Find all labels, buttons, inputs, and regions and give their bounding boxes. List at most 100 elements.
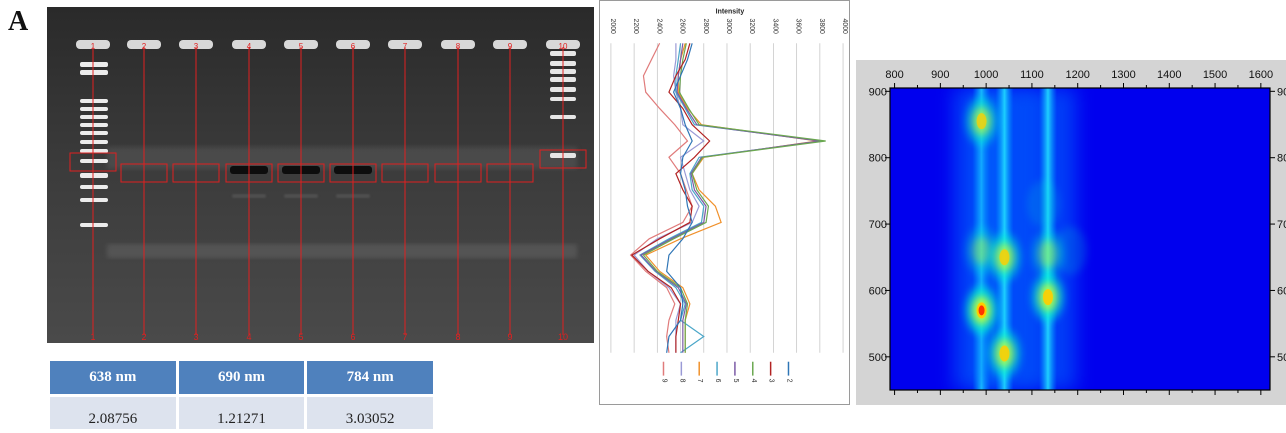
y-tick-label-right: 700 [1277,219,1286,231]
table-cell: 3.03052 [307,397,433,429]
heatmap-hotspot-peak [976,113,987,130]
gel-well [284,40,318,49]
x-tick-label: 3800 [818,18,825,34]
ladder-band [80,159,108,163]
x-tick-label: 1200 [1065,69,1089,81]
lane-box [434,163,482,183]
x-tick-label: 2600 [679,18,686,34]
legend-label: 9 [660,379,667,383]
table-cell: 1.21271 [178,397,305,429]
x-tick-label: 1100 [1020,69,1044,81]
ladder-band [80,131,108,135]
series-line [633,43,705,353]
lane-box [225,163,273,183]
lane-number-bottom: 2 [141,332,146,342]
lane-number-top: 3 [194,42,199,51]
lane-box [329,163,377,183]
heatmap-hotspot [1027,180,1060,229]
heatmap-chart: 800 900 1000 1100 1200 1300 1400 1500 1600 500 500… [856,60,1286,405]
y-tick-label-right: 600 [1277,285,1286,297]
legend-label: 5 [732,379,739,383]
series-line [639,43,823,354]
x-tick-label: 900 [931,69,949,81]
series-line [630,43,711,353]
ladder-band [80,107,108,111]
x-tick-label: 3400 [771,18,778,34]
table-cell: 2.08756 [50,397,176,429]
lane-number-bottom: 8 [455,332,460,342]
lane-number-bottom: 6 [350,332,355,342]
x-tick-label: 2000 [609,18,616,34]
lane-number-top: 7 [403,42,408,51]
ladder-band [80,70,108,75]
intensity-profile-chart: Intensity 2000 2200 2400 2600 2800 3000 3200 34… [599,0,850,405]
legend-label: 8 [678,379,685,383]
ladder-band [80,173,108,178]
gel-well [179,40,213,49]
x-tick-label: 1300 [1111,69,1135,81]
y-tick-label: 900 [869,86,887,98]
y-tick-label: 800 [869,153,887,165]
chart-title: Intensity [716,9,745,16]
ladder-band [80,223,108,227]
wavelength-table: 638 nm 690 nm 784 nm 2.08756 1.21271 3.0… [47,358,436,432]
heatmap-hotspot-peak [1042,289,1053,306]
lane-number-bottom: 9 [507,332,512,342]
legend-label: 7 [696,379,703,383]
x-tick-label: 3600 [795,18,802,34]
x-tick-label: 3200 [748,18,755,34]
gel-image: 1 1 2 2 3 3 4 4 5 5 6 6 7 7 8 8 9 9 10 10 [47,7,594,343]
y-tick-label: 500 [869,352,887,364]
ladder-band [80,198,108,202]
heatmap-hotspot-peak [999,249,1010,266]
x-tick-label: 3000 [725,18,732,34]
lane-number-bottom: 5 [298,332,303,342]
lane-number-top: 5 [299,42,304,51]
ladder-band [80,99,108,103]
y-tick-label-right: 800 [1277,153,1286,165]
lane-box [172,163,220,183]
gel-well [127,40,161,49]
x-tick-label: 4000 [841,18,848,34]
gel-well [441,40,475,49]
gel-well [76,40,110,49]
lane-box [69,152,117,172]
x-tick-label: 2400 [655,18,662,34]
gel-well [388,40,422,49]
panel-label: A [8,6,29,37]
table-header: 784 nm [307,361,433,394]
ladder-band [80,62,108,67]
lane-number-bottom: 10 [558,332,568,342]
lane-number-top: 6 [351,42,356,51]
gel-well [493,40,527,49]
lane-box [381,163,429,183]
lane-number-top: 2 [142,42,147,51]
heatmap-hotspot-core [972,236,991,265]
legend-label: 4 [750,379,757,383]
x-tick-label: 1000 [974,69,998,81]
ladder-band [80,140,108,144]
lane-number-top: 9 [508,42,513,51]
lane-number-bottom: 1 [90,332,95,342]
lane-box [120,163,168,183]
x-tick-label: 1600 [1249,69,1273,81]
gel-smear [107,147,577,169]
table-header: 638 nm [50,361,176,394]
y-tick-label-right: 500 [1277,352,1286,364]
lane-box [277,163,325,183]
x-tick-label: 2200 [632,18,639,34]
lane-number-bottom: 3 [193,332,198,342]
ladder-band [80,149,108,153]
lane-number-top: 10 [559,42,568,51]
series-line [642,43,826,353]
lane-number-bottom: 4 [246,332,251,342]
gel-smear [107,244,577,258]
legend-label: 3 [768,379,775,383]
ladder-band [80,123,108,127]
x-tick-label: 800 [885,69,903,81]
lane-number-top: 4 [247,42,252,51]
lane-box [539,149,587,169]
x-tick-label: 1400 [1157,69,1181,81]
heatmap-hotspot [1054,226,1087,275]
heatmap-hotspot-core [1038,239,1057,268]
